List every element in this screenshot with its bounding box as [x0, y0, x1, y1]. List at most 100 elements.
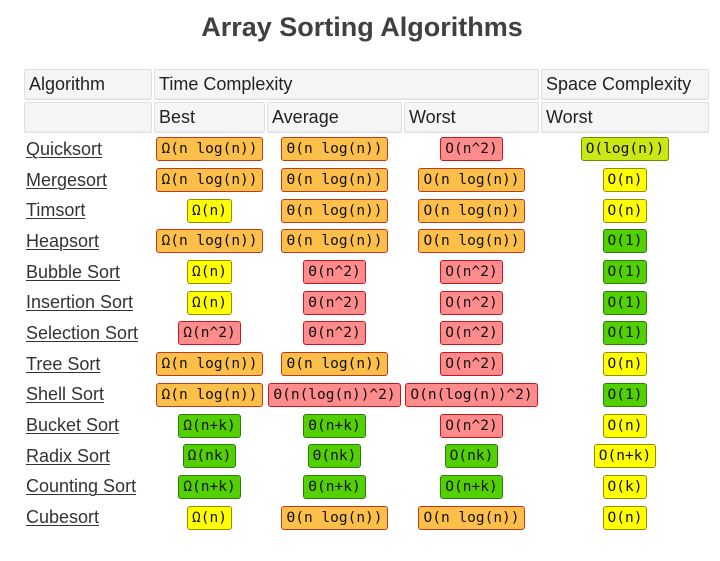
best-cell: Ω(n log(n)) — [154, 350, 265, 379]
average-cell: Θ(n log(n)) — [267, 503, 402, 532]
algorithm-link[interactable]: Bucket Sort — [26, 415, 120, 436]
table-row: Selection Sort Ω(n^2) Θ(n^2) O(n^2) O(1) — [24, 319, 709, 348]
space-cell: O(1) — [541, 319, 709, 348]
complexity-badge-best: Ω(n) — [187, 260, 232, 285]
algorithm-cell: Tree Sort — [24, 350, 152, 379]
algorithm-cell: Shell Sort — [24, 381, 152, 410]
space-cell: O(log(n)) — [541, 135, 709, 164]
algorithm-link[interactable]: Shell Sort — [26, 384, 105, 405]
average-cell: Θ(n log(n)) — [267, 196, 402, 225]
table-row: Heapsort Ω(n log(n)) Θ(n log(n)) O(n log(n)… — [24, 227, 709, 256]
worst-cell: O(n^2) — [404, 319, 539, 348]
complexity-badge-average: Θ(n log(n)) — [281, 505, 388, 530]
average-cell: Θ(n^2) — [267, 319, 402, 348]
algorithm-cell: Bucket Sort — [24, 411, 152, 440]
space-cell: O(1) — [541, 288, 709, 317]
algorithm-link[interactable]: Heapsort — [26, 230, 100, 251]
complexity-badge-average: Θ(n+k) — [303, 474, 366, 499]
complexity-badge-average: Θ(n log(n)) — [281, 352, 388, 377]
complexity-badge-average: Θ(n log(n)) — [281, 137, 388, 162]
worst-cell: O(n^2) — [404, 411, 539, 440]
best-cell: Ω(n+k) — [154, 473, 265, 502]
complexity-badge-average: Θ(n log(n)) — [281, 229, 388, 254]
page-title: Array Sorting Algorithms — [201, 12, 523, 42]
complexity-badge-worst: O(n log(n)) — [418, 229, 525, 254]
best-cell: Ω(n log(n)) — [154, 135, 265, 164]
algorithm-link[interactable]: Mergesort — [26, 169, 108, 190]
complexity-badge-best: Ω(n^2) — [178, 321, 241, 346]
complexity-badge-space: O(n) — [602, 168, 648, 193]
complexity-badge-space: O(1) — [602, 260, 648, 285]
complexity-badge-worst: O(n(log(n))^2) — [405, 382, 538, 407]
algorithm-link[interactable]: Selection Sort — [26, 322, 139, 343]
algorithm-link[interactable]: Radix Sort — [26, 445, 111, 466]
complexity-badge-average: Θ(n(log(n))^2) — [268, 382, 401, 407]
complexity-badge-space: O(1) — [602, 382, 648, 407]
complexity-badge-average: Θ(n^2) — [303, 290, 366, 315]
worst-cell: O(n^2) — [404, 135, 539, 164]
algorithm-link[interactable]: Bubble Sort — [26, 261, 121, 282]
complexity-badge-average: Θ(n log(n)) — [281, 198, 388, 223]
complexity-badge-worst: O(n^2) — [440, 352, 503, 377]
best-cell: Ω(n log(n)) — [154, 227, 265, 256]
algorithm-link[interactable]: Counting Sort — [26, 476, 137, 497]
average-cell: Θ(n+k) — [267, 411, 402, 440]
complexity-badge-worst: O(n^2) — [440, 321, 503, 346]
best-cell: Ω(n log(n)) — [154, 381, 265, 410]
algorithm-cell: Selection Sort — [24, 319, 152, 348]
worst-cell: O(n log(n)) — [404, 227, 539, 256]
average-cell: Θ(n^2) — [267, 288, 402, 317]
worst-cell: O(n^2) — [404, 288, 539, 317]
complexity-badge-average: Θ(nk) — [307, 444, 362, 469]
worst-cell: O(n log(n)) — [404, 166, 539, 195]
header-average: Average — [267, 102, 402, 133]
table-row: Timsort Ω(n) Θ(n log(n)) O(n log(n)) O(n) — [24, 196, 709, 225]
algorithm-link[interactable]: Tree Sort — [26, 353, 101, 374]
header-time-complexity: Time Complexity — [154, 69, 539, 100]
best-cell: Ω(n+k) — [154, 411, 265, 440]
best-cell: Ω(n log(n)) — [154, 166, 265, 195]
complexity-badge-best: Ω(n) — [187, 198, 232, 223]
header-space-worst: Worst — [541, 102, 709, 133]
space-cell: O(n) — [541, 166, 709, 195]
header-row-1: Algorithm Time Complexity Space Complexi… — [24, 69, 709, 100]
average-cell: Θ(n+k) — [267, 473, 402, 502]
complexity-badge-best: Ω(n log(n)) — [156, 382, 263, 407]
complexity-badge-space: O(n) — [602, 198, 648, 223]
algorithm-link[interactable]: Quicksort — [26, 138, 103, 159]
algorithm-cell: Radix Sort — [24, 442, 152, 471]
complexity-badge-worst: O(n log(n)) — [418, 505, 525, 530]
space-cell: O(1) — [541, 381, 709, 410]
algorithm-link[interactable]: Cubesort — [26, 507, 100, 528]
space-cell: O(1) — [541, 227, 709, 256]
table-row: Counting Sort Ω(n+k) Θ(n+k) O(n+k) O(k) — [24, 473, 709, 502]
worst-cell: O(n^2) — [404, 350, 539, 379]
algorithm-cell: Insertion Sort — [24, 288, 152, 317]
complexity-badge-worst: O(n^2) — [440, 413, 503, 438]
worst-cell: O(n^2) — [404, 258, 539, 287]
worst-cell: O(n(log(n))^2) — [404, 381, 539, 410]
algorithm-cell: Counting Sort — [24, 473, 152, 502]
algorithm-cell: Bubble Sort — [24, 258, 152, 287]
algorithm-link[interactable]: Timsort — [26, 200, 86, 221]
table-row: Radix Sort Ω(nk) Θ(nk) O(nk) O(n+k) — [24, 442, 709, 471]
table-row: Tree Sort Ω(n log(n)) Θ(n log(n)) O(n^2) O(n… — [24, 350, 709, 379]
space-cell: O(n) — [541, 350, 709, 379]
complexity-badge-worst: O(n log(n)) — [418, 168, 525, 193]
best-cell: Ω(n^2) — [154, 319, 265, 348]
complexity-badge-space: O(1) — [602, 321, 648, 346]
algorithm-cell: Timsort — [24, 196, 152, 225]
complexity-badge-best: Ω(n log(n)) — [156, 168, 263, 193]
best-cell: Ω(n) — [154, 196, 265, 225]
algorithm-link[interactable]: Insertion Sort — [26, 292, 134, 313]
average-cell: Θ(n log(n)) — [267, 227, 402, 256]
worst-cell: O(n log(n)) — [404, 503, 539, 532]
average-cell: Θ(n(log(n))^2) — [267, 381, 402, 410]
complexity-badge-space: O(n) — [602, 352, 648, 377]
table-body: Quicksort Ω(n log(n)) Θ(n log(n)) O(n^2) O(l… — [24, 135, 709, 532]
table-row: Shell Sort Ω(n log(n)) Θ(n(log(n))^2) O(n(l… — [24, 381, 709, 410]
complexity-badge-space: O(1) — [602, 229, 648, 254]
space-cell: O(k) — [541, 473, 709, 502]
worst-cell: O(n log(n)) — [404, 196, 539, 225]
complexity-badge-space: O(1) — [602, 290, 648, 315]
